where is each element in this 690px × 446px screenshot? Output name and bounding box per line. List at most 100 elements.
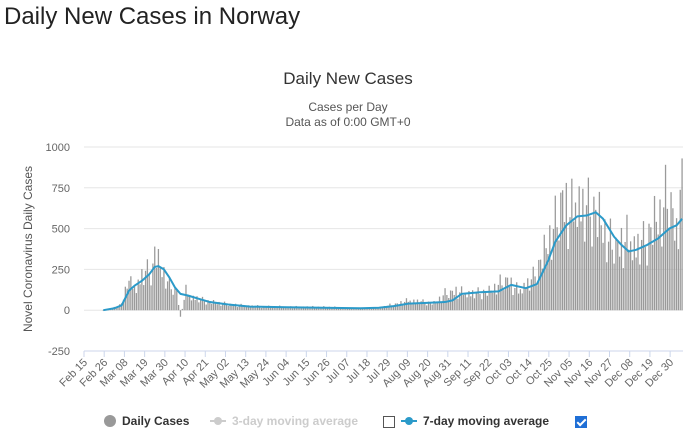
daily-case-bar[interactable] <box>648 223 650 311</box>
daily-case-bar[interactable] <box>245 306 248 311</box>
daily-case-bar[interactable] <box>495 294 498 311</box>
daily-case-bar[interactable] <box>181 308 183 311</box>
daily-case-bar[interactable] <box>582 188 584 311</box>
daily-case-bar[interactable] <box>398 304 400 311</box>
daily-case-bar[interactable] <box>681 158 683 311</box>
daily-case-bar[interactable] <box>159 267 161 311</box>
daily-case-bar[interactable] <box>288 307 290 311</box>
daily-case-bar[interactable] <box>356 308 358 311</box>
daily-case-bar[interactable] <box>137 279 139 311</box>
daily-case-bar[interactable] <box>132 288 134 311</box>
daily-case-bar[interactable] <box>494 283 496 311</box>
daily-case-bar[interactable] <box>249 306 251 311</box>
daily-case-bar[interactable] <box>415 302 417 311</box>
daily-case-bar[interactable] <box>653 195 656 311</box>
daily-case-bar[interactable] <box>255 306 257 311</box>
daily-case-bar[interactable] <box>563 222 566 311</box>
daily-case-bar[interactable] <box>222 303 224 311</box>
daily-case-bar[interactable] <box>130 276 132 311</box>
daily-case-bar[interactable] <box>354 308 356 311</box>
daily-case-bar[interactable] <box>536 285 538 311</box>
daily-case-bar[interactable] <box>418 304 420 311</box>
daily-case-bar[interactable] <box>313 307 316 311</box>
daily-case-bar[interactable] <box>227 305 229 311</box>
daily-case-bar[interactable] <box>352 308 354 311</box>
daily-case-bar[interactable] <box>677 249 680 311</box>
daily-case-bar[interactable] <box>552 229 555 311</box>
daily-case-bar[interactable] <box>304 307 307 311</box>
daily-case-bar[interactable] <box>565 182 567 311</box>
daily-case-bar[interactable] <box>550 259 553 311</box>
daily-case-bar[interactable] <box>626 214 628 311</box>
daily-case-bar[interactable] <box>539 259 542 311</box>
daily-case-bar[interactable] <box>519 289 522 311</box>
daily-case-bar[interactable] <box>402 305 404 311</box>
daily-case-bar[interactable] <box>363 308 365 311</box>
daily-case-bar[interactable] <box>652 244 654 311</box>
daily-case-bar[interactable] <box>218 301 220 311</box>
daily-case-bar[interactable] <box>326 307 329 311</box>
daily-case-bar[interactable] <box>468 290 470 311</box>
daily-case-bar[interactable] <box>148 273 150 311</box>
daily-case-bar[interactable] <box>394 303 397 311</box>
daily-case-bar[interactable] <box>143 285 145 311</box>
daily-case-bar[interactable] <box>431 304 433 311</box>
daily-case-bar[interactable] <box>613 263 615 311</box>
daily-case-bar[interactable] <box>115 307 117 311</box>
daily-case-bar[interactable] <box>604 219 606 311</box>
daily-case-bar[interactable] <box>659 199 661 311</box>
daily-case-bar[interactable] <box>615 237 617 311</box>
daily-case-bar[interactable] <box>179 310 182 317</box>
daily-case-bar[interactable] <box>547 254 549 311</box>
daily-case-bar[interactable] <box>641 239 643 311</box>
daily-case-bar[interactable] <box>330 308 332 311</box>
daily-case-bar[interactable] <box>477 287 479 311</box>
checkbox-3-day-average[interactable] <box>383 416 395 428</box>
daily-case-bar[interactable] <box>484 291 487 311</box>
daily-case-bar[interactable] <box>530 279 533 311</box>
daily-case-bar[interactable] <box>141 269 143 311</box>
daily-case-bar[interactable] <box>403 301 406 311</box>
daily-case-bar[interactable] <box>562 190 564 311</box>
daily-case-bar[interactable] <box>253 307 255 311</box>
daily-case-bar[interactable] <box>433 301 435 311</box>
daily-case-bar[interactable] <box>231 304 233 311</box>
daily-case-bar[interactable] <box>192 295 194 311</box>
daily-case-bar[interactable] <box>280 307 283 311</box>
daily-case-bar[interactable] <box>527 278 529 311</box>
daily-case-bar[interactable] <box>516 282 518 311</box>
daily-case-bar[interactable] <box>119 304 121 311</box>
daily-case-bar[interactable] <box>374 307 376 311</box>
daily-case-bar[interactable] <box>470 296 472 311</box>
daily-case-bar[interactable] <box>591 246 593 311</box>
daily-case-bar[interactable] <box>534 276 536 311</box>
daily-case-bar[interactable] <box>122 299 125 311</box>
daily-case-bar[interactable] <box>554 195 556 311</box>
daily-case-bar[interactable] <box>251 305 253 311</box>
daily-case-bar[interactable] <box>637 233 639 311</box>
daily-case-bar[interactable] <box>578 186 580 311</box>
daily-case-bar[interactable] <box>165 288 167 311</box>
daily-case-bar[interactable] <box>606 262 608 311</box>
daily-case-bar[interactable] <box>126 288 128 311</box>
daily-case-bar[interactable] <box>297 307 299 311</box>
daily-case-bar[interactable] <box>675 218 678 311</box>
daily-case-bar[interactable] <box>376 308 378 311</box>
daily-case-bar[interactable] <box>427 301 430 311</box>
daily-case-bar[interactable] <box>128 280 130 311</box>
daily-case-bar[interactable] <box>508 286 511 311</box>
daily-case-bar[interactable] <box>163 267 165 311</box>
daily-case-bar[interactable] <box>315 308 318 311</box>
daily-case-bar[interactable] <box>413 299 415 311</box>
daily-case-bar[interactable] <box>229 303 231 311</box>
daily-case-bar[interactable] <box>525 288 527 311</box>
daily-case-bar[interactable] <box>488 285 490 311</box>
daily-case-bar[interactable] <box>174 287 176 311</box>
daily-case-bar[interactable] <box>187 295 189 311</box>
daily-case-bar[interactable] <box>580 221 582 311</box>
daily-case-bar[interactable] <box>462 294 465 311</box>
daily-case-bar[interactable] <box>595 209 597 311</box>
daily-case-bar[interactable] <box>139 284 141 311</box>
legend-7-day-average[interactable]: 7-day moving average <box>401 414 549 428</box>
daily-case-bar[interactable] <box>512 295 514 311</box>
